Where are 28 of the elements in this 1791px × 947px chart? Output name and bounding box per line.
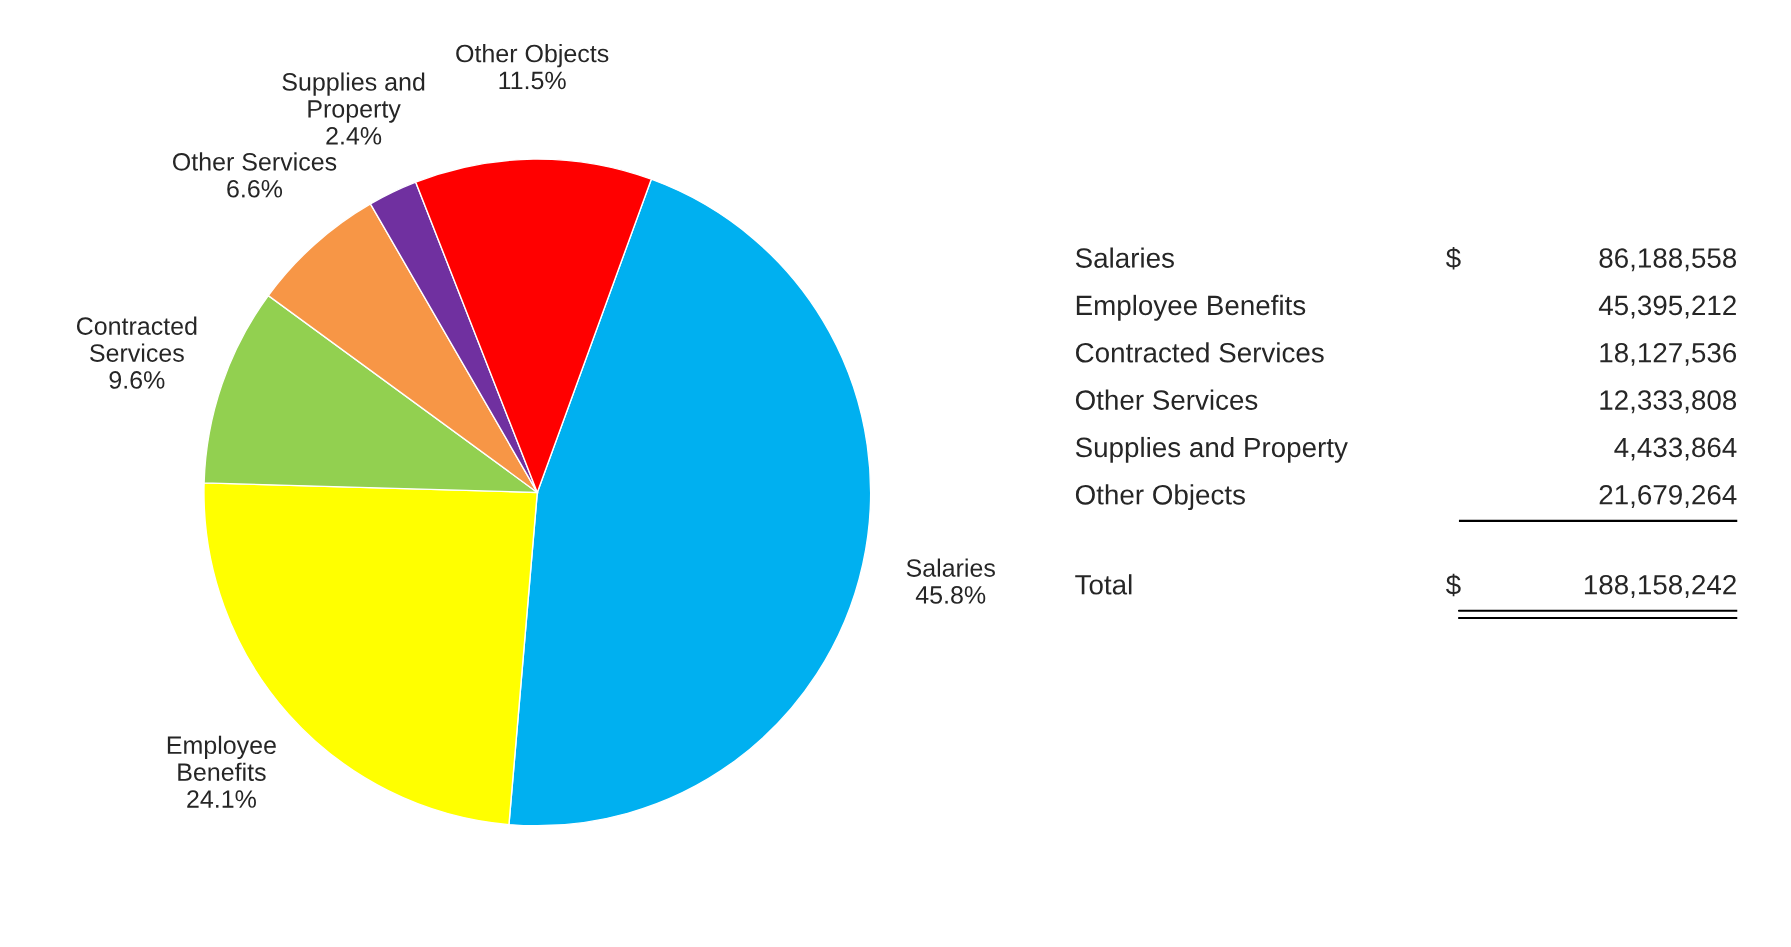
- category-label: Supplies and Property: [1075, 436, 1348, 463]
- category-label: Employee Benefits: [1076, 294, 1306, 321]
- data-label: 11.5%: [499, 71, 566, 90]
- text: $: [1445, 573, 1461, 597]
- slice-label: Employee Benefits: [167, 735, 276, 781]
- data-label: 2.4%: [326, 126, 382, 145]
- category-label: Other Objects: [1075, 484, 1245, 511]
- text: 12,333,808: [1600, 390, 1737, 414]
- data-label: 45.8%: [915, 586, 986, 604]
- text: 21,679,264: [1599, 484, 1737, 508]
- text: Total: [1075, 574, 1132, 595]
- data-label: 6.6%: [227, 179, 283, 198]
- text: 4,433,864: [1614, 437, 1737, 461]
- slice-label: Supplies and Property: [282, 72, 425, 123]
- category-label: Other Services: [1075, 389, 1258, 410]
- text: 45,395,212: [1598, 295, 1736, 319]
- text: 188,158,242: [1584, 574, 1736, 598]
- category-label: Contracted Services: [1076, 342, 1324, 363]
- text: $: [1445, 247, 1461, 270]
- text: 18,127,536: [1600, 342, 1737, 366]
- slice-label: Salaries: [906, 558, 995, 577]
- text: 86,188,558: [1599, 248, 1737, 272]
- data-label: 24.1%: [187, 790, 256, 808]
- category-label: Salaries: [1075, 247, 1174, 268]
- data-label: 9.6%: [109, 371, 165, 389]
- slice-label: Other Services: [172, 152, 337, 171]
- slice-label: Other Objects: [456, 44, 609, 68]
- slice-label: Contracted Services: [76, 316, 197, 362]
